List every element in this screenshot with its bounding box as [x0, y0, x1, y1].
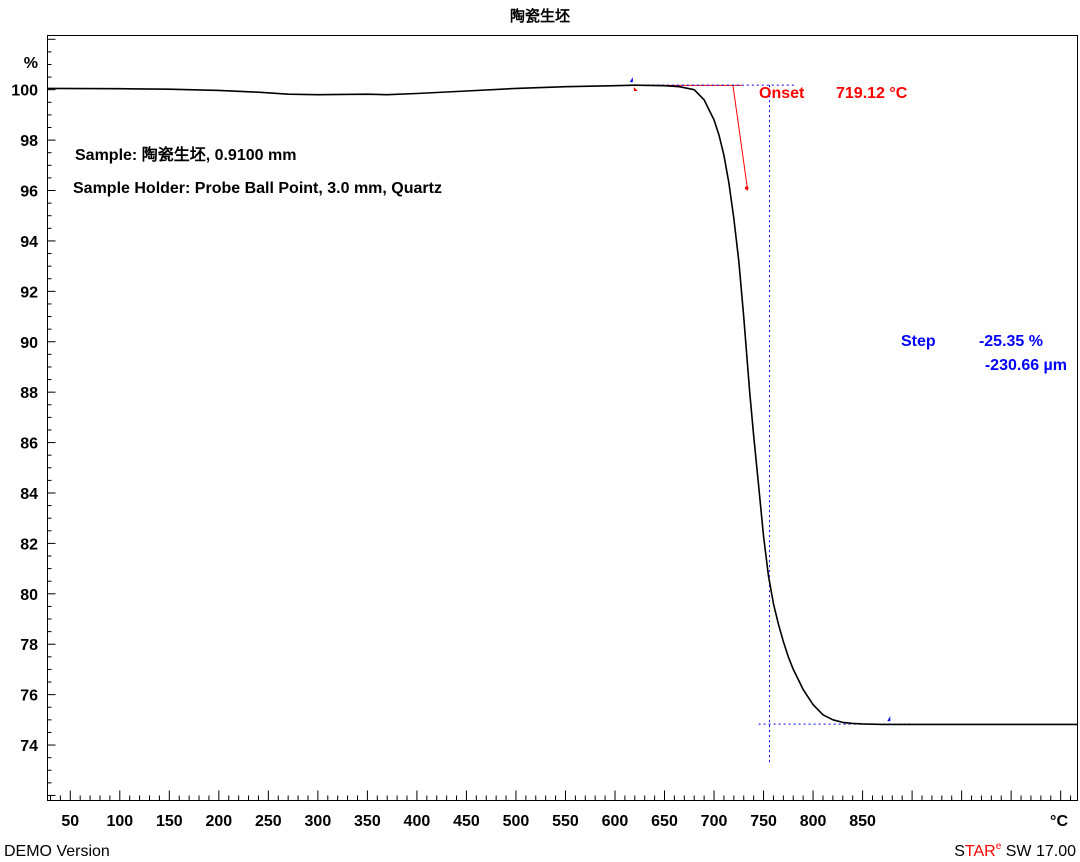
x-tick-label: 450 — [453, 813, 480, 830]
x-tick-label: 150 — [156, 813, 183, 830]
onset-tangent-point — [744, 186, 749, 190]
y-tick-label: 96 — [20, 184, 38, 201]
x-tick-label: 850 — [849, 813, 876, 830]
x-tick-label: 700 — [701, 813, 728, 830]
onset-value: 719.12 °C — [836, 85, 908, 102]
y-tick-label: 92 — [20, 284, 38, 301]
eval-start-marker — [629, 77, 633, 83]
y-tick-label: 78 — [20, 637, 38, 654]
y-tick-label: 74 — [20, 738, 38, 755]
x-tick-label: 600 — [602, 813, 629, 830]
y-tick-label: 100 — [11, 83, 38, 100]
onset-label: Onset — [759, 85, 805, 102]
x-unit-label: °C — [1050, 813, 1068, 830]
x-tick-label: 750 — [750, 813, 777, 830]
x-tick-label: 250 — [255, 813, 282, 830]
x-tick-label: 100 — [106, 813, 133, 830]
sample-holder-label: Sample Holder: Probe Ball Point, 3.0 mm,… — [73, 180, 442, 197]
x-tick-label: 400 — [404, 813, 431, 830]
y-tick-label: 76 — [20, 688, 38, 705]
brand-version: SW 17.00 — [1001, 843, 1076, 860]
eval-end-marker — [887, 716, 891, 722]
series-line — [47, 84, 1078, 726]
star-sw-brand: STARe SW 17.00 — [954, 841, 1076, 860]
x-tick-label: 350 — [354, 813, 381, 830]
y-tick-label: 84 — [20, 486, 38, 503]
x-tick-label: 550 — [552, 813, 579, 830]
y-tick-label: 90 — [20, 335, 38, 352]
x-tick-label: 800 — [800, 813, 827, 830]
step-length: -230.66 µm — [985, 357, 1067, 374]
y-unit-label: % — [24, 55, 38, 72]
brand-s: S — [954, 843, 965, 860]
y-tick-label: 82 — [20, 536, 38, 553]
brand-tar: TAR — [965, 843, 996, 860]
y-tick-label: 88 — [20, 385, 38, 402]
x-tick-label: 50 — [61, 813, 79, 830]
onset-start-marker — [633, 86, 638, 91]
y-tick-label: 98 — [20, 133, 38, 150]
plot-frame — [47, 35, 1078, 801]
y-axis: 74 76 78 80 82 84 86 88 90 92 94 96 98 100 — [11, 38, 56, 796]
x-tick-label: 650 — [651, 813, 678, 830]
y-tick-label: 86 — [20, 436, 38, 453]
step-percent: -25.35 % — [979, 333, 1043, 350]
x-tick-label: 500 — [503, 813, 530, 830]
onset-inflection-tangent — [732, 85, 749, 191]
x-tick-label: 300 — [305, 813, 332, 830]
sample-label: Sample: 陶瓷生坯, 0.9100 mm — [75, 145, 296, 164]
demo-version-label: DEMO Version — [4, 843, 110, 860]
annotation-layer — [628, 77, 918, 763]
x-axis: 50 100 150 200 250 300 350 400 450 500 550 600 650 70… — [49, 790, 1072, 830]
x-tick-label: 200 — [205, 813, 232, 830]
step-label: Step — [901, 333, 936, 350]
y-tick-label: 80 — [20, 587, 38, 604]
brand-superscript-e: e — [996, 841, 1002, 852]
y-tick-label: 94 — [20, 234, 38, 251]
chart-title: 陶瓷生坯 — [510, 7, 570, 25]
